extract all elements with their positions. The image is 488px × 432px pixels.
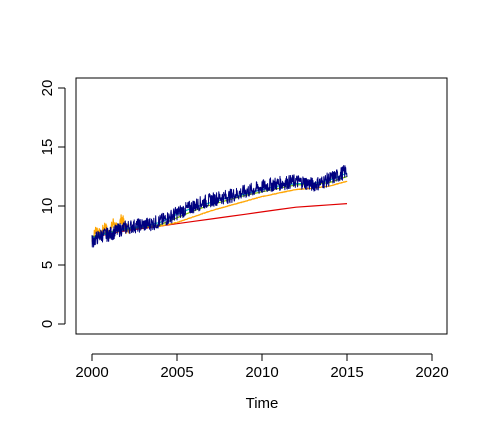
x-tick-label: 2000 — [75, 364, 108, 381]
series-line-0 — [91, 165, 348, 248]
y-tick-label: 20 — [39, 80, 56, 97]
x-tick-label: 2005 — [160, 364, 193, 381]
y-tick-label: 0 — [39, 320, 56, 328]
y-tick-label: 5 — [39, 261, 56, 269]
y-tick-label: 15 — [39, 139, 56, 156]
y-axis: 0 5 10 15 20 — [39, 80, 66, 328]
y-tick-label: 10 — [39, 198, 56, 215]
series-layer — [91, 165, 348, 248]
x-tick-label: 2010 — [245, 364, 278, 381]
x-axis-title: Time — [246, 395, 279, 412]
x-axis: 2000 2005 2010 2015 2020 — [75, 353, 449, 381]
x-tick-label: 2020 — [415, 364, 448, 381]
plot-area-frame — [75, 77, 448, 335]
x-tick-label: 2015 — [330, 364, 363, 381]
series-line-3 — [91, 180, 348, 245]
